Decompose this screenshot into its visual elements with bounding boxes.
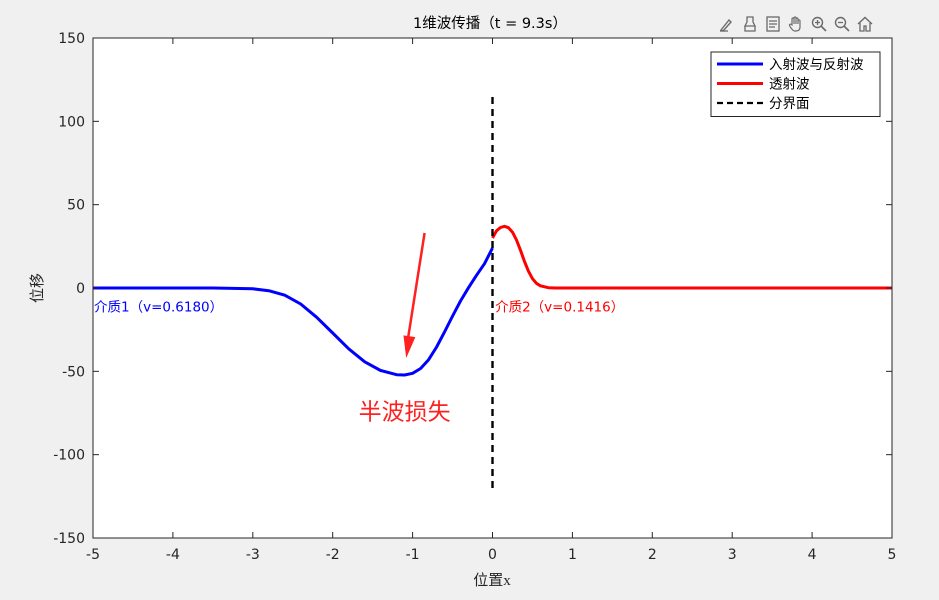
y-tick-label: -50 xyxy=(62,364,85,380)
x-tick-label: -5 xyxy=(86,547,100,563)
y-axis-label: 位移 xyxy=(29,273,46,303)
pan-hand-icon[interactable] xyxy=(785,13,807,35)
x-axis-label: 位置x xyxy=(473,572,511,589)
series-line-1 xyxy=(93,247,494,377)
legend-label-2: 透射波 xyxy=(769,77,810,92)
erase-icon[interactable] xyxy=(739,13,761,35)
half-wave-loss-label: 半波损失 xyxy=(359,399,451,425)
x-tick-label: -3 xyxy=(246,547,260,563)
x-tick-label: -2 xyxy=(326,547,340,563)
brush-icon[interactable] xyxy=(716,13,738,35)
half-wave-loss-arrow xyxy=(404,232,426,351)
zoom-in-icon[interactable] xyxy=(808,13,830,35)
ticks: -5 -4 -3 -2 -1 0 1 2 3 4 5 150 100 50 0 -50 -100 -150 xyxy=(53,31,896,563)
x-tick-label: -1 xyxy=(406,547,420,563)
y-tick-label: 100 xyxy=(58,114,85,130)
legend-label-1: 入射波与反射波 xyxy=(769,57,864,72)
x-tick-label: -4 xyxy=(166,547,180,563)
x-tick-label: 3 xyxy=(728,547,737,563)
arrow-head xyxy=(403,335,416,358)
x-tick-label: 2 xyxy=(648,547,657,563)
y-tick-label: -100 xyxy=(53,448,85,464)
x-tick-label: 4 xyxy=(808,547,817,563)
plot-lines xyxy=(93,96,892,488)
x-tick-label: 0 xyxy=(488,547,497,563)
legend-label-3: 分界面 xyxy=(769,96,810,111)
data-tips-icon[interactable] xyxy=(762,13,784,35)
y-tick-label: 150 xyxy=(58,31,85,47)
chart-title: 1维波传播（t = 9.3s） xyxy=(413,15,567,32)
zoom-out-icon[interactable] xyxy=(831,13,853,35)
y-tick-label: 0 xyxy=(76,281,85,297)
series-line-2 xyxy=(491,224,892,290)
y-tick-label: 50 xyxy=(67,198,85,214)
y-tick-label: -150 xyxy=(53,531,85,547)
medium-label-2: 介质2（v=0.1416） xyxy=(495,299,624,315)
x-tick-label: 5 xyxy=(888,547,897,563)
x-tick-label: 1 xyxy=(568,547,577,563)
home-icon[interactable] xyxy=(854,13,876,35)
figure-toolbar xyxy=(716,12,876,36)
annotations: 介质1（v=0.6180） 介质2（v=0.1416） 半波损失 xyxy=(94,232,624,425)
medium-label-1: 介质1（v=0.6180） xyxy=(94,299,223,315)
